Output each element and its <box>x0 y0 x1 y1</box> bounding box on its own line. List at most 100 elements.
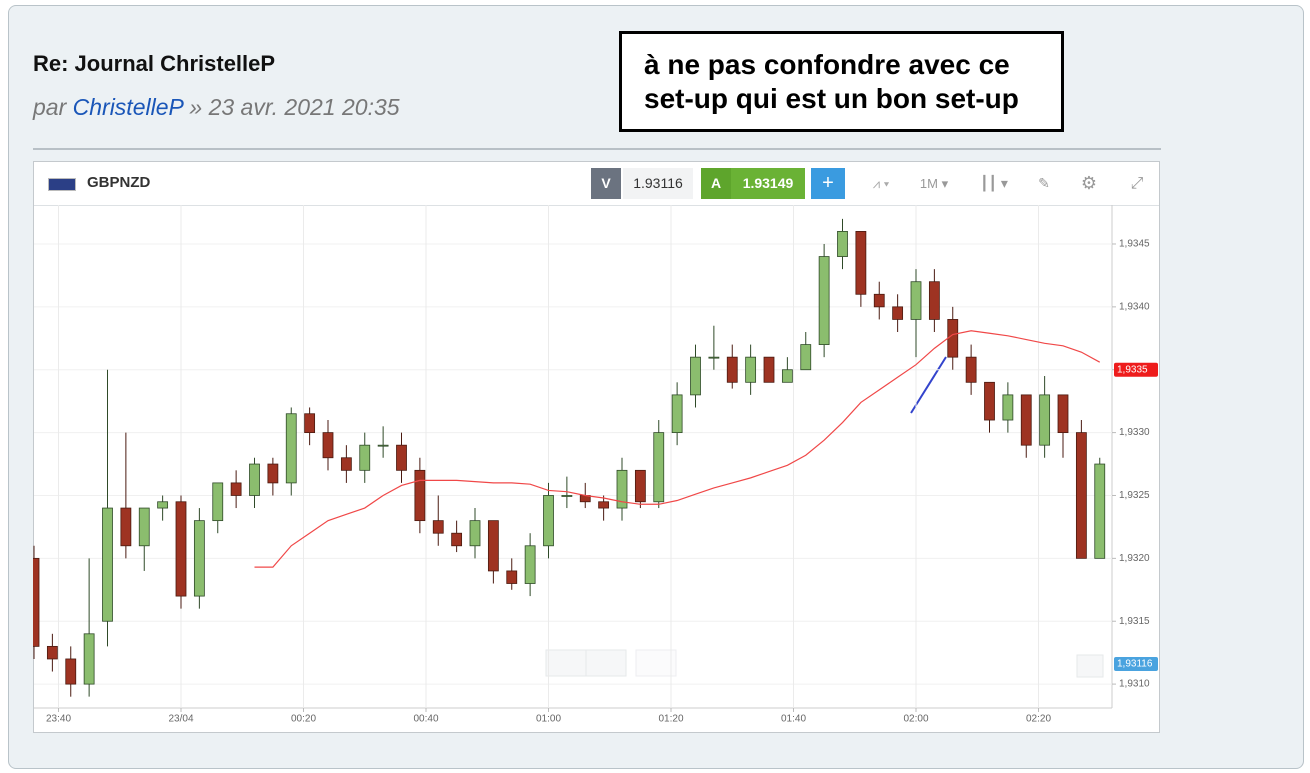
candle-body <box>1020 394 1032 446</box>
moving-average <box>254 330 1101 568</box>
candle-body <box>837 231 848 257</box>
candle-body <box>598 501 610 509</box>
candle-body <box>524 545 536 584</box>
candle-body <box>873 293 885 308</box>
candle-body <box>102 507 113 622</box>
candle-body <box>561 495 573 497</box>
candle-body <box>984 381 995 421</box>
candle-body <box>910 281 922 320</box>
price-tag <box>1114 656 1158 671</box>
candle-body <box>616 469 628 509</box>
candle-body <box>1075 432 1087 559</box>
x-tick-label: 02:00 <box>903 714 928 725</box>
y-tick-label: 1,9320 <box>1119 553 1150 564</box>
toolbar: GBPNZD V 1.93116 A 1.93149 + ⩘ ▾ 1M ▾ ┃┃… <box>34 162 1159 206</box>
draw-button[interactable]: ✎ <box>1038 175 1050 191</box>
candle-body <box>1094 463 1106 559</box>
candle-body <box>928 281 940 320</box>
candle-body <box>451 532 463 547</box>
reset-button[interactable] <box>635 649 677 677</box>
candle-body <box>745 356 757 383</box>
candle-body <box>506 570 518 584</box>
candle-body <box>193 520 205 597</box>
candle-body <box>212 482 224 522</box>
symbol[interactable]: GBPNZD <box>87 174 151 191</box>
candle-body <box>414 469 426 522</box>
candle-body <box>708 356 720 359</box>
x-tick-label: 01:00 <box>536 714 561 725</box>
candle-body <box>33 557 40 647</box>
candle-body <box>818 256 830 345</box>
price-tag <box>1114 362 1158 377</box>
candle-body <box>83 633 95 685</box>
candle-body <box>1039 394 1051 446</box>
candle-body <box>396 444 407 471</box>
candle-body <box>432 520 444 534</box>
sell-price[interactable]: 1.93116 <box>623 168 693 199</box>
candle-body <box>230 482 242 496</box>
candle-body <box>469 520 481 547</box>
candle-body <box>634 469 646 503</box>
y-tick-label: 1,9340 <box>1119 301 1150 312</box>
candle-body <box>46 645 58 660</box>
y-tick-label: 1,9315 <box>1119 616 1150 627</box>
timeframe[interactable]: 1M <box>919 176 938 191</box>
by: par <box>33 94 67 120</box>
timeframe-button[interactable]: 1M ▾ <box>919 176 949 191</box>
byline: par ChristelleP » 23 avr. 2021 20:35 <box>33 94 400 121</box>
candle-body <box>65 658 77 685</box>
settings-button[interactable]: ⚙ <box>1080 173 1098 193</box>
post-date: 23 avr. 2021 20:35 <box>208 94 400 120</box>
candle-body <box>249 463 260 496</box>
fullscreen-button[interactable]: ⤢ <box>1130 175 1144 192</box>
x-tick-label: 01:40 <box>781 714 806 725</box>
candle-body <box>947 319 959 358</box>
candle-body <box>322 432 334 459</box>
annotation-line: set-up qui est un bon set-up <box>644 83 1019 114</box>
candle-body <box>285 413 297 484</box>
candle-body <box>965 356 977 383</box>
candle-body <box>340 457 352 471</box>
flag-icon <box>48 178 76 191</box>
x-tick-label: 00:20 <box>291 714 316 725</box>
candle-body <box>359 444 371 471</box>
buy-price[interactable]: 1.93149 <box>731 168 805 199</box>
separator: » <box>189 94 203 120</box>
buy-button[interactable]: A <box>701 168 731 199</box>
x-tick-label: 23:40 <box>46 714 71 725</box>
price-tag-label: 1,93116 <box>1117 659 1153 670</box>
x-tick-label: 02:20 <box>1026 714 1051 725</box>
candle-body <box>855 231 867 295</box>
candle-body <box>800 344 812 371</box>
candle-body <box>487 520 499 572</box>
candle-body <box>120 507 132 547</box>
candle-body <box>671 394 683 434</box>
annotation: à ne pas confondre avec ce set-up qui est… <box>619 31 1064 132</box>
x-tick-label: 23/04 <box>168 714 193 725</box>
zoom-button[interactable] <box>585 649 627 677</box>
crosshair-button[interactable]: + <box>811 168 845 199</box>
candle-body <box>892 306 904 320</box>
candle-body <box>175 501 187 597</box>
candle-body <box>304 413 316 434</box>
author-link[interactable]: ChristelleP <box>72 94 183 120</box>
candle-body <box>267 463 279 484</box>
candle-body <box>1002 394 1014 421</box>
scroll-button[interactable] <box>1076 654 1104 678</box>
y-tick-label: 1,9310 <box>1119 679 1150 690</box>
chart: 1,9310 1,9315 1,9320 1,9325 1,9330 1,9335 1,93… <box>33 205 1158 725</box>
user-drawing <box>910 356 947 414</box>
chart-type-button[interactable]: ⩘ ▾ <box>872 176 890 191</box>
candle-body <box>690 356 701 396</box>
y-tick-label: 1,9330 <box>1119 427 1150 438</box>
chart-frame <box>33 161 1160 733</box>
candle-body <box>726 356 738 383</box>
post-title[interactable]: Re: Journal ChristelleP <box>33 51 276 76</box>
zoom-button[interactable] <box>545 649 587 677</box>
sell-button[interactable]: V <box>591 168 621 199</box>
candle-body <box>138 507 150 547</box>
candles-button[interactable]: ┃┃ ▾ <box>980 175 1008 191</box>
candle-body <box>653 432 665 503</box>
candle-body <box>377 444 389 447</box>
